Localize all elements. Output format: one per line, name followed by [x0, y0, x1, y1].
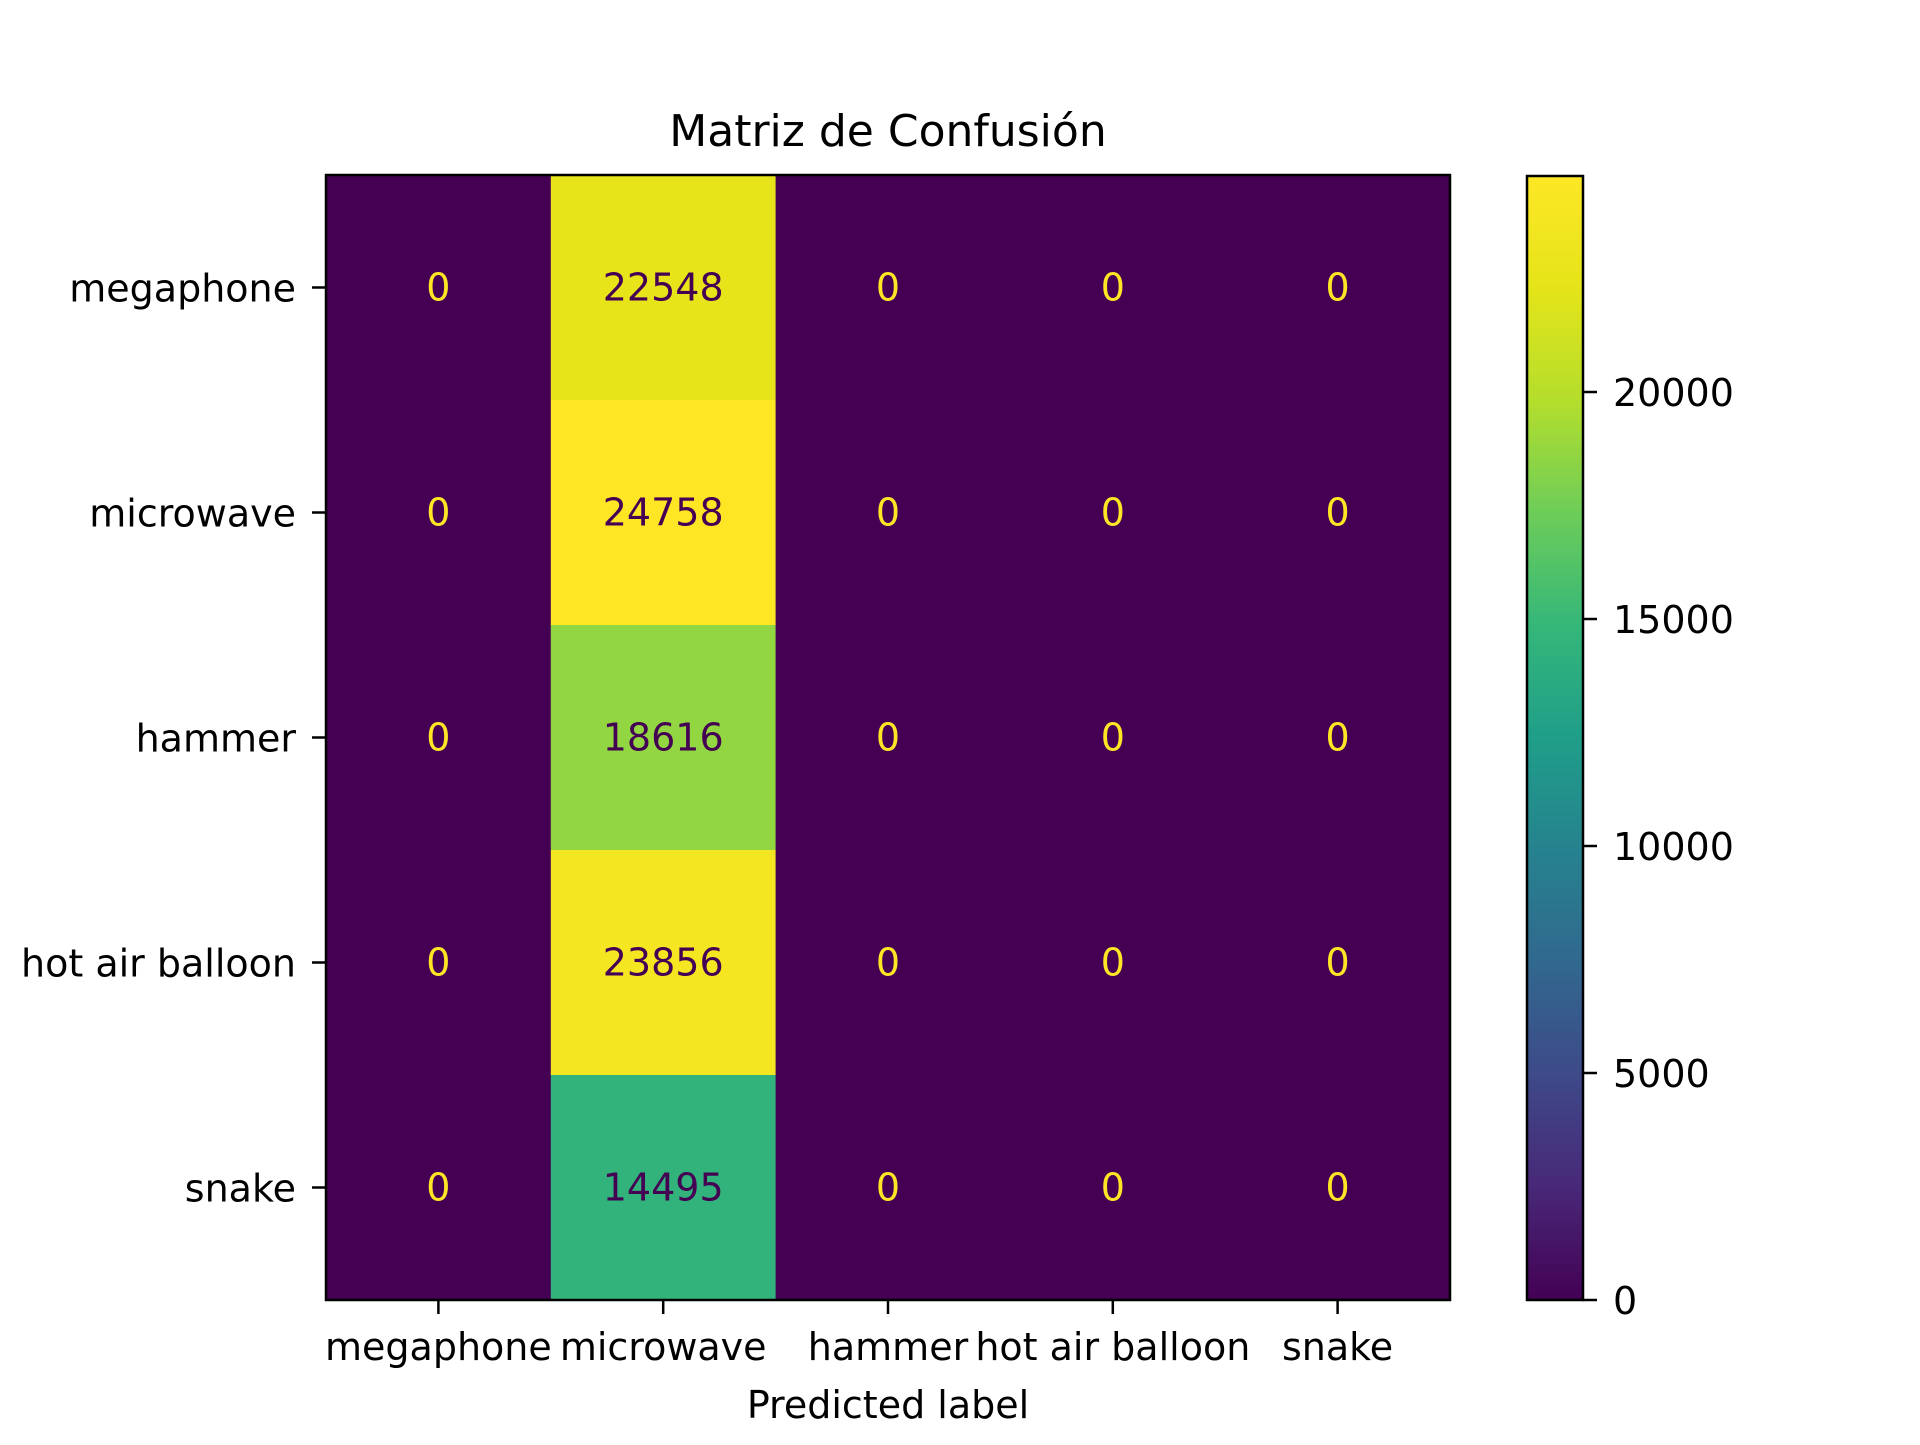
heatmap-cell: [775, 400, 1001, 626]
y-tick-label: snake: [185, 1167, 296, 1211]
cell-value-label: 0: [1101, 716, 1125, 760]
cell-value-label: 0: [1101, 491, 1125, 535]
heatmap-cell: [326, 175, 552, 401]
x-axis: megaphone microwave hammer hot air balloon s…: [325, 1300, 1393, 1369]
heatmap-cell: [1000, 850, 1226, 1076]
x-axis-label: Predicted label: [747, 1383, 1029, 1427]
y-axis: megaphone microwave hammer hot air balloon s…: [21, 267, 326, 1211]
x-tick-label: megaphone: [325, 1325, 552, 1369]
colorbar-tick-label: 20000: [1613, 371, 1734, 415]
cell-value-label: 22548: [603, 266, 724, 310]
cell-value-label: 0: [1101, 941, 1125, 985]
cell-value-label: 0: [426, 716, 450, 760]
chart-title: Matriz de Confusión: [669, 106, 1106, 157]
heatmap-cell: [1225, 400, 1451, 626]
cell-value-label: 0: [1326, 266, 1350, 310]
heatmap-cell: [550, 1075, 777, 1301]
colorbar-ticks: 0 5000 10000 15000 20000: [1583, 371, 1734, 1323]
cell-value-label: 0: [426, 1166, 450, 1210]
y-tick-label: hammer: [136, 717, 297, 761]
cell-value-label: 0: [1326, 491, 1350, 535]
cell-value-label: 0: [876, 491, 900, 535]
colorbar-tick-label: 5000: [1613, 1052, 1710, 1096]
cell-value-label: 24758: [603, 491, 724, 535]
heatmap-cell: [1225, 1075, 1451, 1301]
cell-value-label: 0: [876, 716, 900, 760]
cell-value-label: 0: [1101, 1166, 1125, 1210]
heatmap-cell: [1225, 625, 1451, 851]
heatmap-cell-labels: 0 22548 0 0 0 0 24758 0 0 0 0 18616 0 0 0 0 23856 0 0 0 0 144…: [426, 266, 1349, 1210]
heatmap-cells: [326, 175, 1451, 1301]
colorbar: 0 5000 10000 15000 20000: [1525, 174, 1734, 1323]
heatmap-cell: [775, 625, 1001, 851]
cell-value-label: 0: [876, 266, 900, 310]
heatmap-cell: [326, 625, 552, 851]
heatmap-cell: [1000, 400, 1226, 626]
colorbar-tick-label: 0: [1613, 1279, 1637, 1323]
heatmap-cell: [775, 1075, 1001, 1301]
heatmap-cell: [1225, 850, 1451, 1076]
heatmap-cell: [550, 175, 777, 401]
x-tick-label: microwave: [560, 1325, 767, 1369]
cell-value-label: 23856: [603, 941, 724, 985]
cell-value-label: 0: [426, 266, 450, 310]
heatmap-cell: [1000, 625, 1226, 851]
heatmap-cell: [1000, 175, 1226, 401]
colorbar-frame: [1525, 174, 1585, 1302]
cell-value-label: 0: [1326, 716, 1350, 760]
x-tick-label: snake: [1282, 1325, 1393, 1369]
cell-value-label: 0: [1326, 941, 1350, 985]
cell-value-label: 0: [426, 491, 450, 535]
colorbar-tick-label: 10000: [1613, 825, 1734, 869]
heatmap-cell: [326, 400, 552, 626]
x-tick-label: hot air balloon: [975, 1325, 1250, 1369]
heatmap-cell: [1000, 1075, 1226, 1301]
heatmap-cell: [775, 175, 1001, 401]
colorbar-tick-label: 15000: [1613, 598, 1734, 642]
y-tick-label: hot air balloon: [21, 942, 296, 986]
heatmap-cell: [775, 850, 1001, 1076]
heatmap-cell: [550, 850, 777, 1076]
y-tick-label: microwave: [89, 492, 296, 536]
cell-value-label: 0: [876, 1166, 900, 1210]
cell-value-label: 0: [1101, 266, 1125, 310]
heatmap-cell: [1225, 175, 1451, 401]
cell-value-label: 14495: [603, 1166, 724, 1210]
colorbar-gradient: [1527, 176, 1583, 1300]
heatmap-cell: [550, 625, 777, 851]
cell-value-label: 0: [876, 941, 900, 985]
cell-value-label: 18616: [603, 716, 724, 760]
cell-value-label: 0: [426, 941, 450, 985]
heatmap-cell: [326, 850, 552, 1076]
x-tick-label: hammer: [808, 1325, 969, 1369]
cell-value-label: 0: [1326, 1166, 1350, 1210]
y-tick-label: megaphone: [69, 267, 296, 311]
heatmap-cell: [326, 1075, 552, 1301]
heatmap-cell: [550, 400, 777, 626]
